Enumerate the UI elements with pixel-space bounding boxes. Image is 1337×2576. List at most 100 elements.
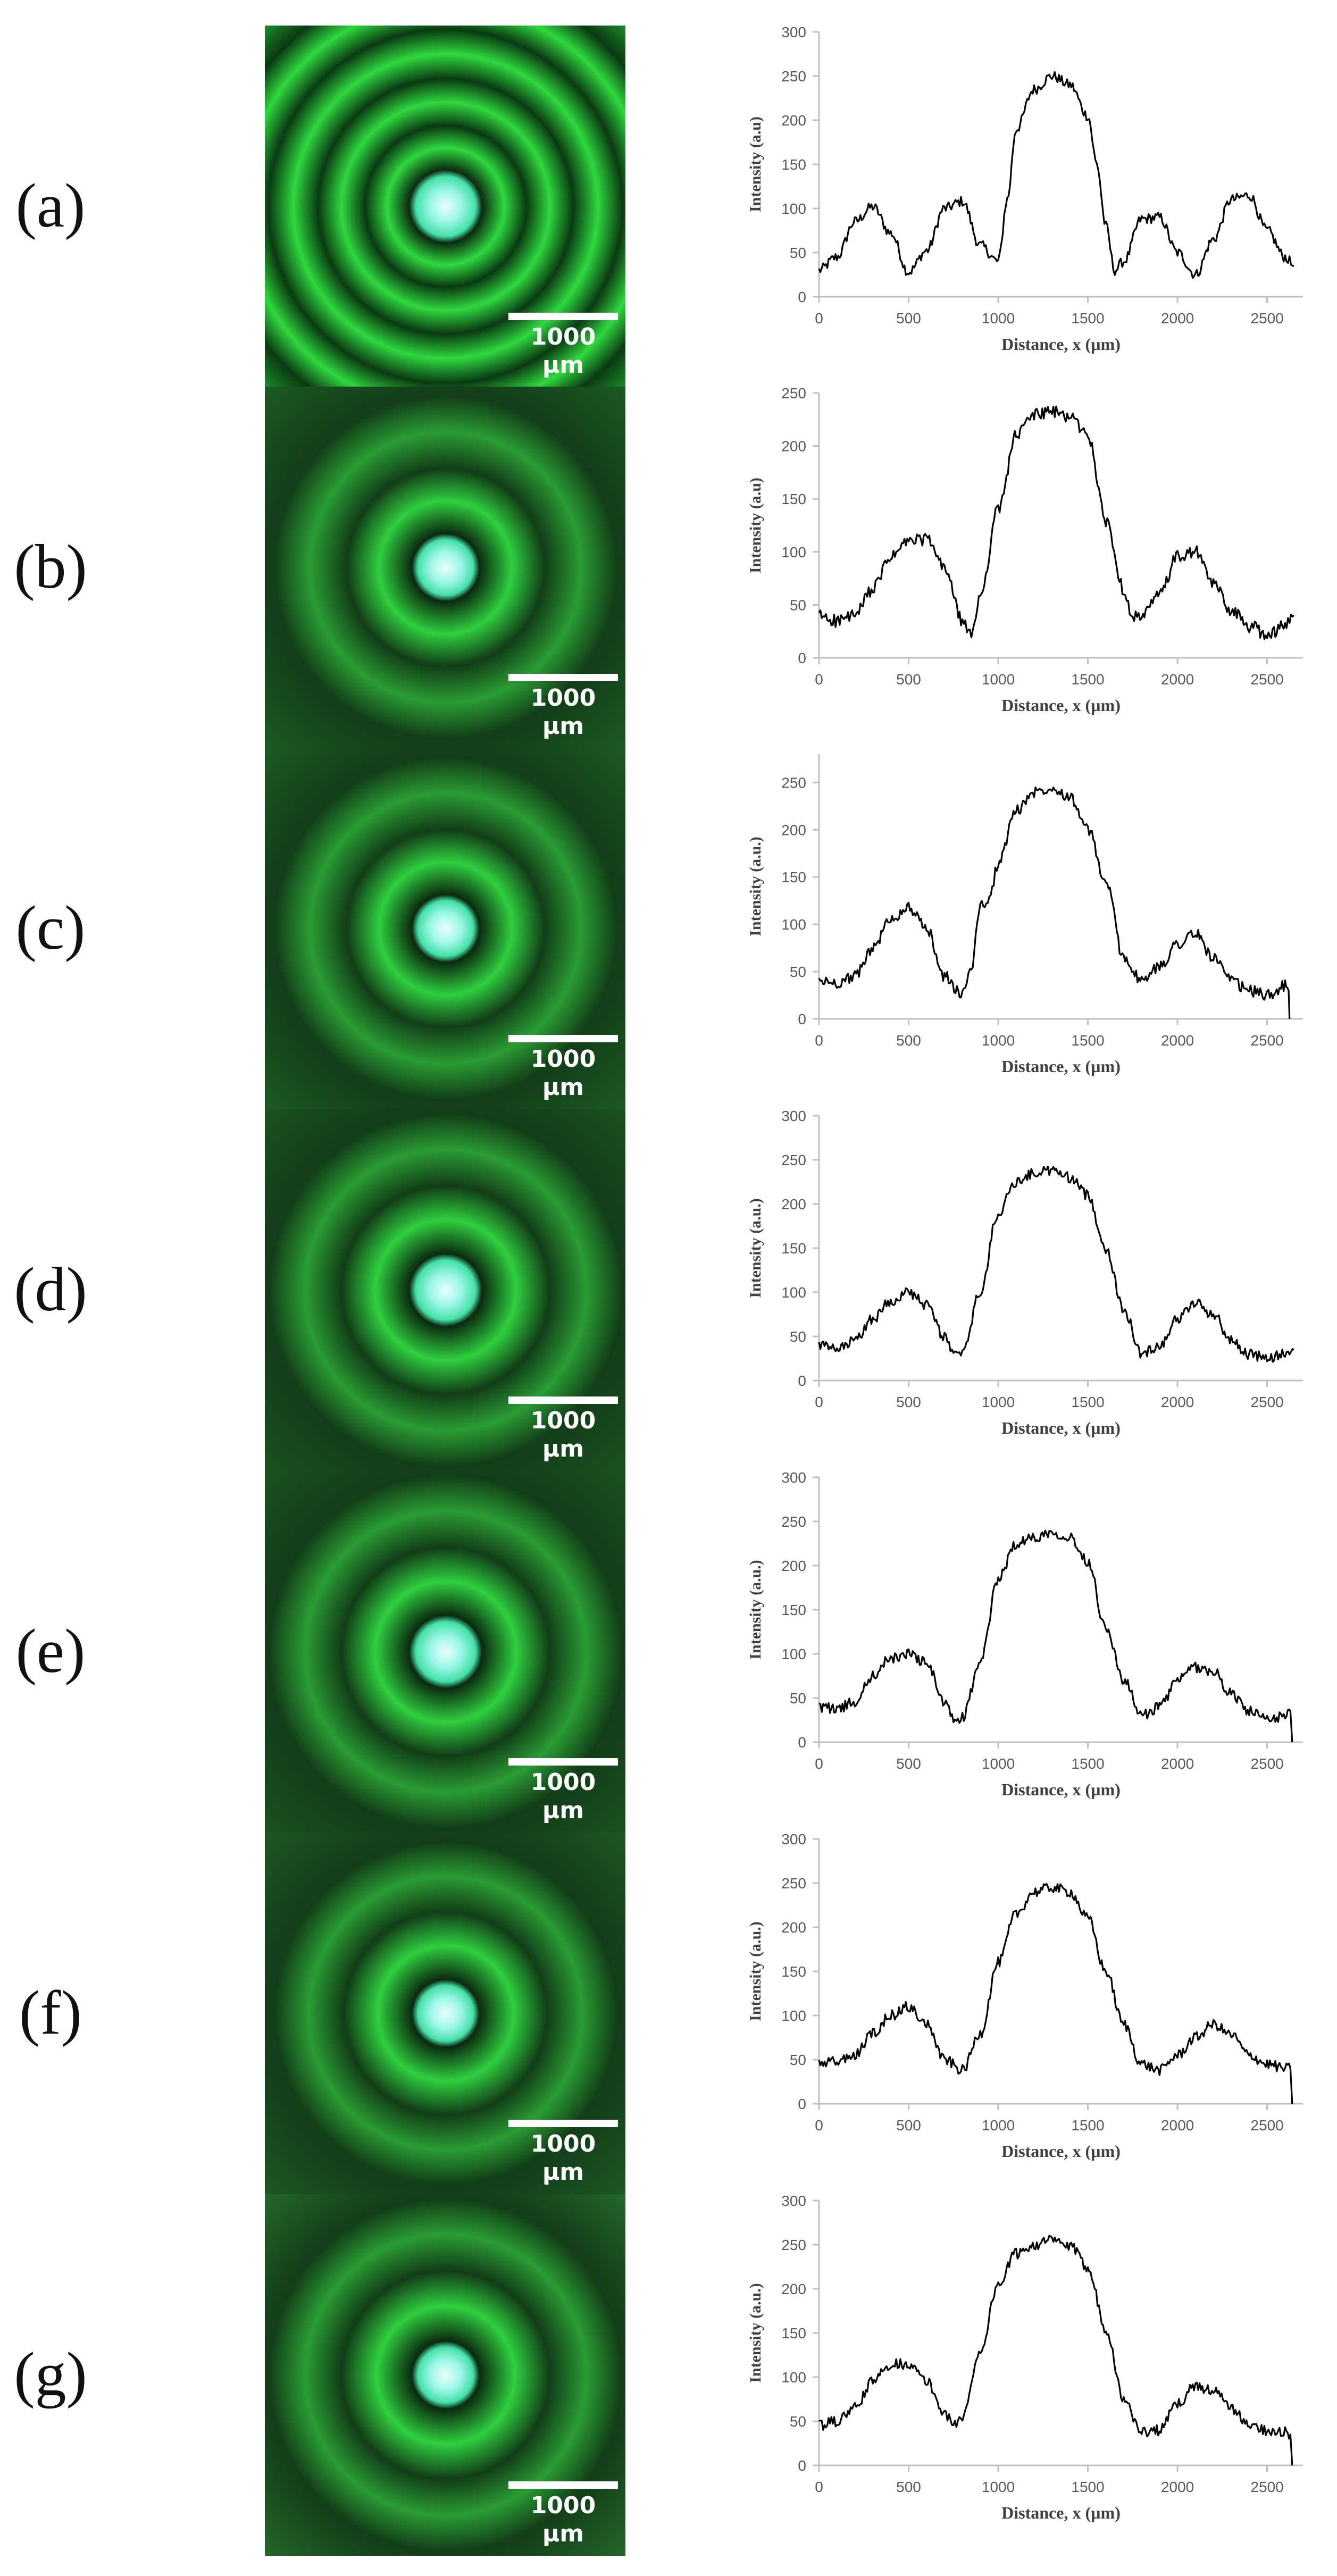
y-tick-label: 0 [798, 1011, 806, 1027]
y-tick-label: 150 [781, 491, 806, 507]
y-tick-label: 100 [781, 200, 806, 217]
x-tick-label: 2000 [1161, 2479, 1194, 2495]
x-tick-label: 2000 [1161, 310, 1194, 327]
x-axis-title: Distance, x (µm) [1001, 2503, 1121, 2522]
y-tick-label: 50 [790, 245, 806, 261]
scale-bar-label: 1000 µm [530, 323, 596, 379]
micrograph-image: 1000 µm [265, 387, 625, 748]
scale-bar-line [508, 313, 618, 321]
scale-bar-line [508, 1035, 618, 1043]
scale-bar: 1000 µm [508, 1758, 618, 1825]
y-tick-label: 150 [781, 2325, 806, 2341]
intensity-line [818, 787, 1291, 1019]
scale-bar: 1000 µm [508, 1396, 618, 1463]
y-tick-label: 300 [781, 26, 806, 40]
x-axis-title: Distance, x (µm) [1001, 1418, 1121, 1437]
y-axis-title: Intensity (a.u.) [747, 1921, 764, 2021]
interference-rings [265, 748, 625, 1109]
intensity-line [818, 1883, 1293, 2104]
x-tick-label: 500 [896, 2479, 921, 2495]
y-tick-label: 250 [781, 1152, 806, 1168]
intensity-profile-chart: 0 50 100 150 200 250 300 0 500 1000 1500 2000 2500 Di… [707, 1833, 1337, 2194]
y-tick-label: 200 [781, 2281, 806, 2297]
x-axis-title: Distance, x (µm) [1001, 1057, 1121, 1076]
chart-svg: 0 50 100 150 200 250 300 0 500 1000 1500 2000 2500 Di… [747, 2194, 1303, 2522]
intensity-profile-chart: 0 50 100 150 200 250 300 0 500 1000 1500 2000 2500 Di… [707, 1109, 1337, 1471]
y-tick-label: 150 [781, 1602, 806, 1618]
x-tick-label: 0 [815, 1032, 823, 1049]
scale-bar-label: 1000 µm [530, 1407, 596, 1463]
scale-bar-line [508, 2120, 618, 2128]
y-tick-label: 250 [781, 387, 806, 402]
x-tick-label: 2000 [1161, 1755, 1194, 1772]
x-tick-label: 1500 [1071, 2117, 1104, 2134]
x-tick-label: 1000 [982, 1755, 1015, 1772]
x-tick-label: 1500 [1071, 1394, 1104, 1410]
x-tick-label: 1000 [982, 310, 1015, 327]
y-tick-label: 250 [781, 1875, 806, 1892]
y-tick-label: 200 [781, 1196, 806, 1212]
y-tick-label: 50 [790, 1328, 806, 1345]
panel-label: (a) [15, 171, 86, 240]
panel-label: (e) [15, 1616, 86, 1686]
y-tick-label: 200 [781, 438, 806, 455]
y-tick-label: 100 [781, 916, 806, 933]
x-tick-label: 2500 [1250, 1394, 1283, 1410]
scale-bar-label: 1000 µm [530, 684, 596, 740]
y-tick-label: 200 [781, 1919, 806, 1936]
y-tick-label: 0 [798, 2096, 806, 2112]
scale-bar-label: 1000 µm [530, 1046, 596, 1101]
interference-rings [265, 1833, 625, 2194]
x-tick-label: 1000 [982, 1394, 1015, 1410]
intensity-line [818, 1165, 1294, 1363]
intensity-profile-chart: 0 50 100 150 200 250 0 500 1000 1500 2000 2500 Dista… [707, 748, 1337, 1109]
micrograph-image: 1000 µm [265, 1109, 625, 1471]
x-tick-label: 500 [896, 1394, 921, 1410]
y-tick-label: 50 [790, 1690, 806, 1707]
panel-label: (g) [14, 2339, 87, 2409]
y-tick-label: 150 [781, 1963, 806, 1980]
interference-rings [265, 387, 625, 748]
y-tick-label: 250 [781, 68, 806, 85]
scale-bar-line [508, 1396, 618, 1404]
y-tick-label: 100 [781, 2369, 806, 2386]
x-tick-label: 0 [815, 671, 823, 688]
intensity-profile-chart: 0 50 100 150 200 250 300 0 500 1000 1500 2000 2500 Di… [707, 26, 1337, 387]
y-axis-title: Intensity (a.u.) [747, 1198, 764, 1298]
x-tick-label: 500 [896, 1032, 921, 1049]
intensity-profile-chart: 0 50 100 150 200 250 300 0 500 1000 1500 2000 2500 Di… [707, 2194, 1337, 2556]
y-tick-label: 150 [781, 1240, 806, 1257]
y-tick-label: 300 [781, 1833, 806, 1847]
x-axis-title: Distance, x (µm) [1001, 1780, 1121, 1799]
x-tick-label: 2500 [1250, 671, 1283, 688]
y-tick-label: 0 [798, 650, 806, 666]
scale-bar-label: 1000 µm [530, 1769, 596, 1825]
interference-rings [265, 1109, 625, 1471]
y-tick-label: 250 [781, 1513, 806, 1530]
x-tick-label: 500 [896, 310, 921, 327]
panel-label: (d) [14, 1254, 87, 1324]
intensity-line [818, 2235, 1293, 2466]
y-tick-label: 250 [781, 774, 806, 791]
y-tick-label: 100 [781, 544, 806, 561]
chart-svg: 0 50 100 150 200 250 300 0 500 1000 1500 2000 2500 Di… [747, 26, 1303, 354]
panel-label: (c) [15, 893, 86, 963]
x-tick-label: 500 [896, 671, 921, 688]
x-tick-label: 0 [815, 310, 823, 327]
y-tick-label: 0 [798, 1734, 806, 1751]
scale-bar-line [508, 1758, 618, 1766]
x-tick-label: 0 [815, 1394, 823, 1410]
interference-rings [265, 2194, 625, 2556]
x-axis-title: Distance, x (µm) [1001, 2142, 1121, 2161]
y-tick-label: 0 [798, 1373, 806, 1389]
micrograph-image: 1000 µm [265, 1833, 625, 2194]
chart-svg: 0 50 100 150 200 250 300 0 500 1000 1500 2000 2500 Di… [747, 1833, 1303, 2161]
y-tick-label: 300 [781, 2194, 806, 2209]
y-tick-label: 100 [781, 1646, 806, 1662]
micrograph-image: 1000 µm [265, 748, 625, 1109]
interference-rings [265, 1471, 625, 1833]
x-tick-label: 2500 [1250, 2117, 1283, 2134]
y-tick-label: 300 [781, 1109, 806, 1124]
